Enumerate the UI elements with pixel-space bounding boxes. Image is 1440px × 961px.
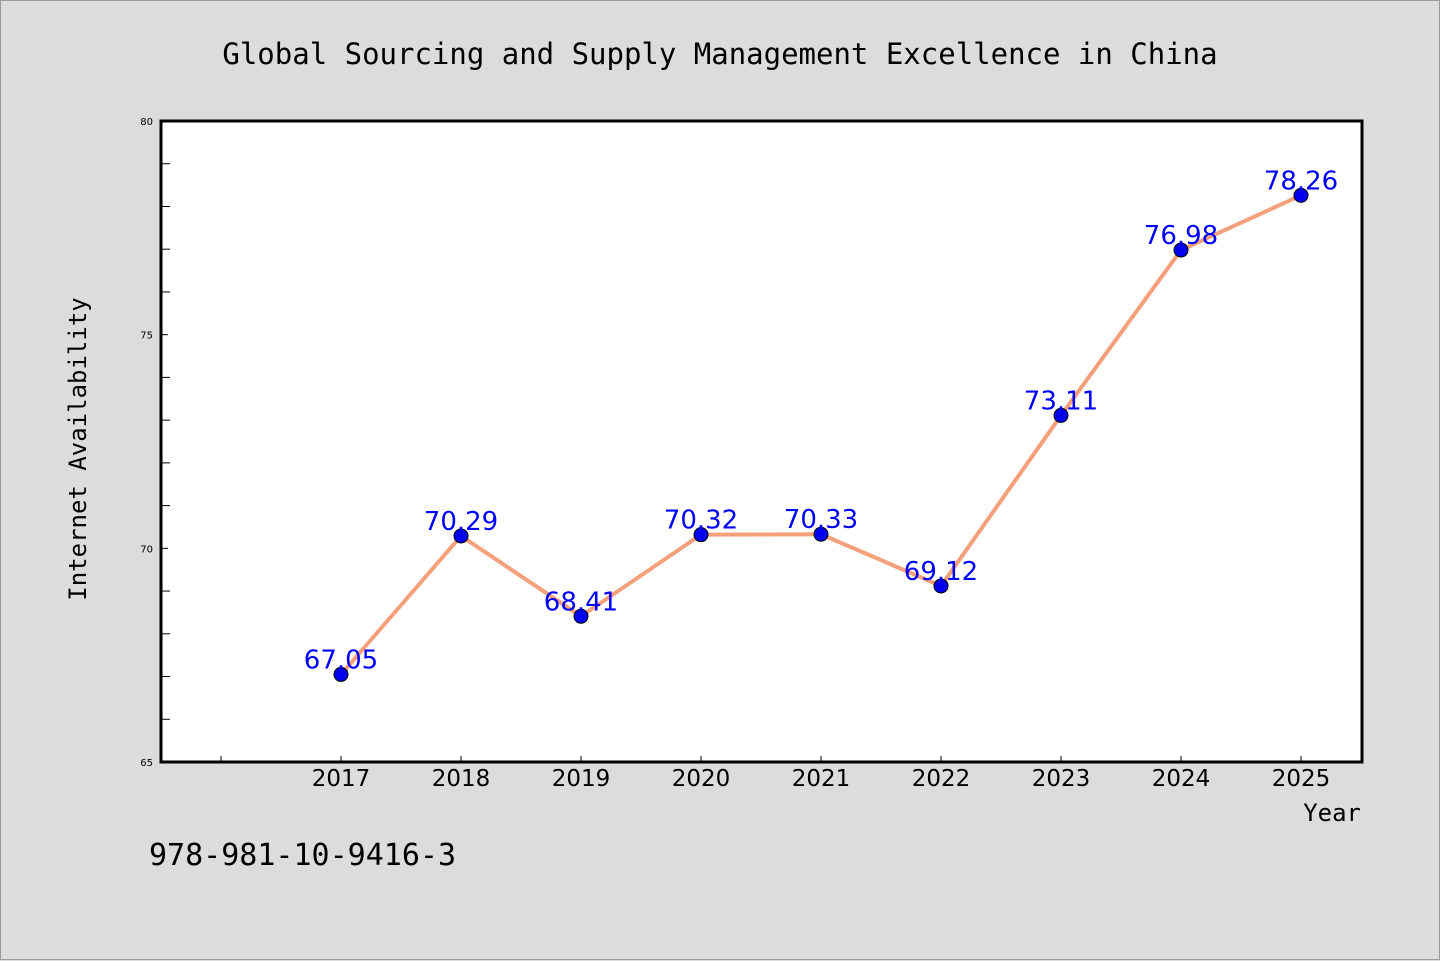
y-axis: 65 70 75 80 [140, 117, 170, 769]
x-tick-label: 2019 [552, 766, 611, 792]
data-point [1293, 187, 1309, 203]
data-label: 73.11 [1024, 386, 1098, 416]
x-tick-label: 2021 [792, 766, 851, 792]
data-point [693, 527, 709, 543]
y-tick-label: 65 [140, 758, 153, 769]
y-tick-label: 80 [140, 117, 153, 128]
chart-title: Global Sourcing and Supply Management Ex… [222, 37, 1217, 71]
data-labels: 67.05 70.29 68.41 70.32 70.33 69.12 73.11 76.98… [304, 166, 1338, 675]
data-point [813, 526, 829, 542]
footer-note: 978-981-10-9416-3 [149, 838, 456, 873]
data-point [1173, 242, 1189, 258]
data-label: 67.05 [304, 645, 378, 675]
data-point [573, 608, 589, 624]
data-point [333, 666, 349, 682]
x-tick-label: 2020 [672, 766, 731, 792]
x-axis: 2017 2018 2019 2020 2021 2022 2023 2024 2025 [220, 756, 1331, 792]
plot-area [159, 119, 1364, 764]
y-tick-label: 70 [140, 544, 153, 555]
data-point [453, 528, 469, 544]
x-tick-label: 2025 [1272, 766, 1331, 792]
data-label: 69.12 [904, 557, 978, 587]
x-axis-label: Year [1303, 799, 1361, 827]
y-tick-label: 75 [140, 331, 153, 342]
x-tick-label: 2018 [432, 766, 491, 792]
x-tick-label: 2024 [1152, 766, 1211, 792]
x-tick-label: 2023 [1032, 766, 1091, 792]
x-tick-label: 2022 [912, 766, 971, 792]
data-label: 70.32 [664, 506, 738, 536]
x-tick-label: 2017 [312, 766, 371, 792]
data-label: 70.29 [424, 507, 498, 537]
data-point [1053, 407, 1069, 423]
data-label: 76.98 [1144, 221, 1218, 251]
y-axis-label: Internet Availability [64, 297, 92, 600]
data-label: 70.33 [784, 505, 858, 535]
data-label: 78.26 [1264, 166, 1338, 196]
series-group [333, 187, 1309, 682]
data-point [933, 578, 949, 594]
data-label: 68.41 [544, 587, 618, 617]
